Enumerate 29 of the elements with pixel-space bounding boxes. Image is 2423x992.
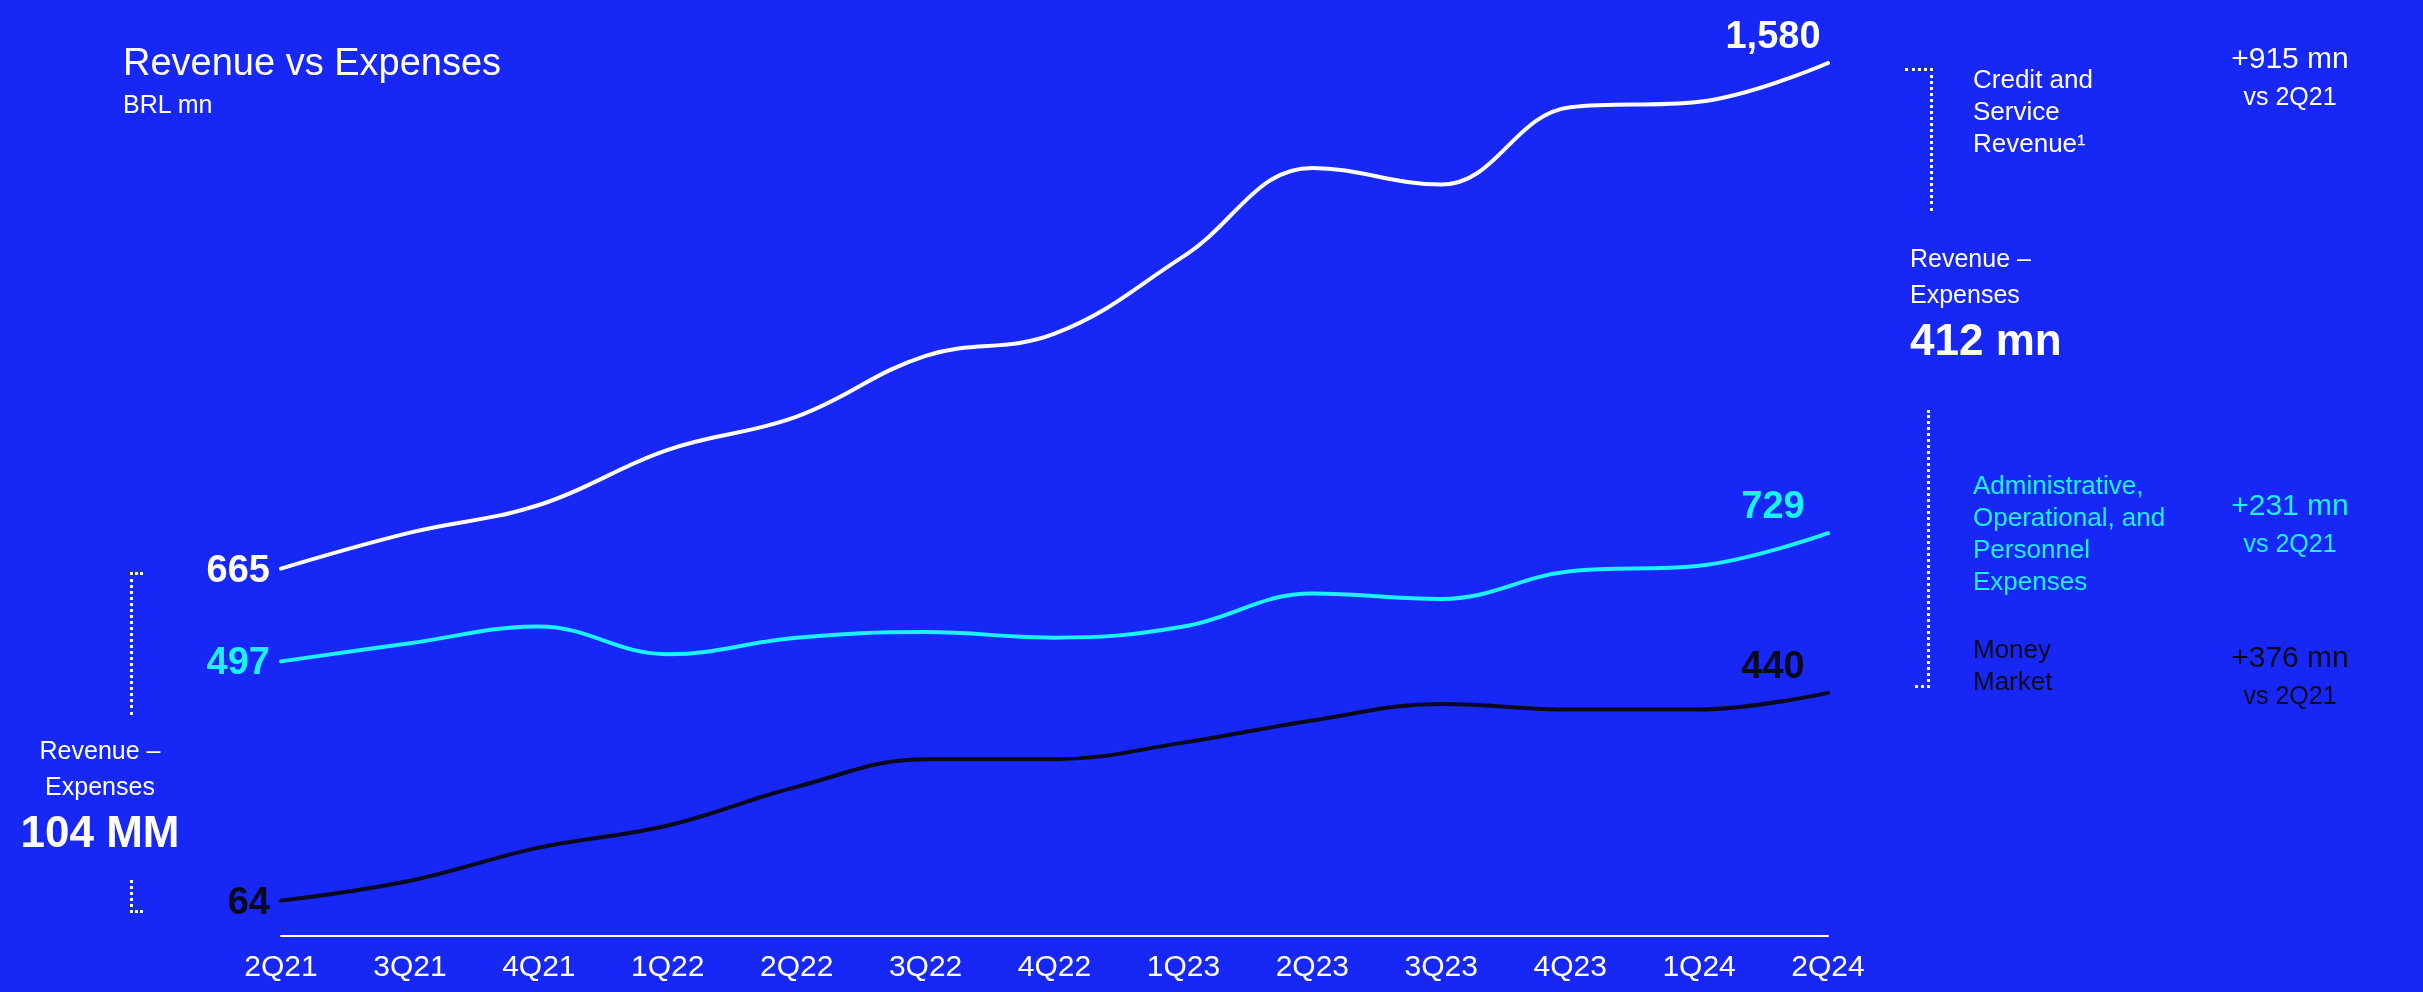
data-label: 729 <box>1741 484 1805 527</box>
x-tick-label: 2Q23 <box>1275 948 1350 982</box>
text: Revenue – Expenses 104 MM <box>19 735 181 858</box>
data-label: 64 <box>227 879 270 922</box>
legend-label: Credit and Service Revenue¹ <box>1973 64 2101 158</box>
x-tick-label: 4Q21 <box>502 948 576 982</box>
text: +915 mn vs 2Q21 <box>2230 40 2350 112</box>
chart-title: Revenue vs Expenses <box>123 41 502 83</box>
text: +376 mn vs 2Q21 <box>2230 639 2350 711</box>
x-tick-label: 3Q23 <box>1404 948 1478 982</box>
text: BRL mn <box>123 89 213 118</box>
x-tick-label: 2Q21 <box>244 948 318 982</box>
data-label: 440 <box>1741 643 1805 686</box>
text: +231 mn vs 2Q21 <box>2231 488 2349 557</box>
text: Revenue – Expenses 412 mn <box>1910 243 2062 366</box>
text: Money Market <box>1973 633 2059 696</box>
x-tick-label: 1Q22 <box>631 948 705 982</box>
x-tick-label: 3Q22 <box>888 948 963 982</box>
data-label: 1,580 <box>1725 14 1821 56</box>
x-tick-label: 2Q24 <box>1791 948 1865 982</box>
x-tick-label: 4Q23 <box>1533 948 1607 982</box>
x-tick-label: 1Q23 <box>1146 948 1221 982</box>
text: Administrative, Operational, and Personnel Expenses <box>1973 470 2173 597</box>
x-tick-label: 1Q24 <box>1662 948 1736 982</box>
x-tick-label: 4Q22 <box>1017 948 1092 982</box>
data-label: 497 <box>206 640 270 683</box>
x-tick-label: 3Q21 <box>373 948 447 982</box>
x-tick-label: 2Q22 <box>759 948 834 982</box>
data-label: 665 <box>206 547 270 590</box>
